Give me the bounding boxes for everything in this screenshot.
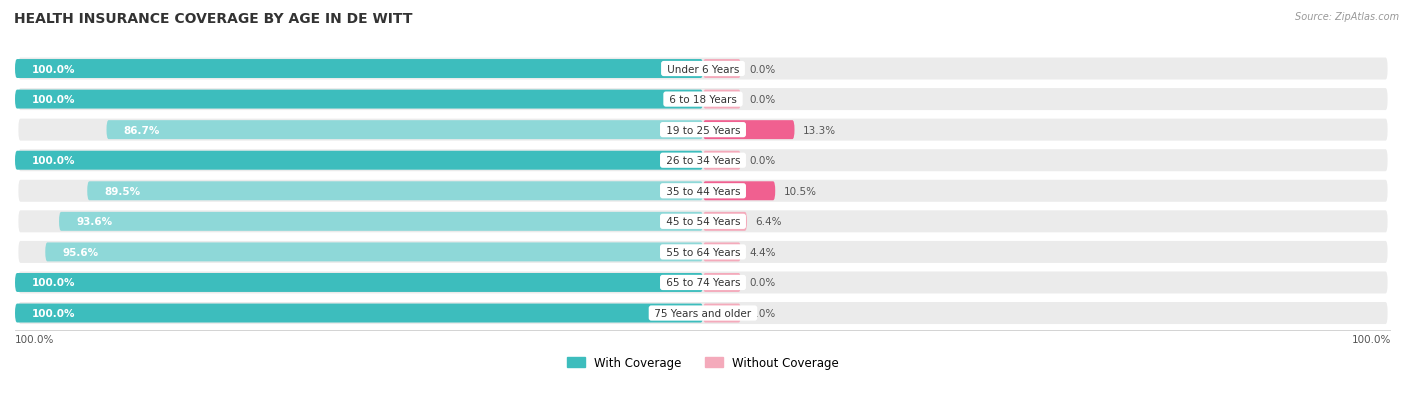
FancyBboxPatch shape: [15, 90, 703, 109]
Text: 0.0%: 0.0%: [749, 278, 775, 288]
FancyBboxPatch shape: [45, 243, 703, 262]
FancyBboxPatch shape: [18, 89, 1388, 111]
Text: 93.6%: 93.6%: [76, 217, 112, 227]
Text: 0.0%: 0.0%: [749, 156, 775, 166]
FancyBboxPatch shape: [703, 243, 741, 262]
Text: 55 to 64 Years: 55 to 64 Years: [662, 247, 744, 257]
FancyBboxPatch shape: [18, 58, 1388, 80]
Text: 100.0%: 100.0%: [32, 64, 76, 74]
FancyBboxPatch shape: [18, 211, 1388, 233]
Text: 86.7%: 86.7%: [124, 125, 160, 135]
FancyBboxPatch shape: [703, 273, 741, 292]
Text: 0.0%: 0.0%: [749, 95, 775, 105]
FancyBboxPatch shape: [18, 180, 1388, 202]
FancyBboxPatch shape: [15, 273, 703, 292]
Text: 100.0%: 100.0%: [32, 308, 76, 318]
Text: 100.0%: 100.0%: [32, 278, 76, 288]
FancyBboxPatch shape: [87, 182, 703, 201]
Text: 26 to 34 Years: 26 to 34 Years: [662, 156, 744, 166]
Text: 6.4%: 6.4%: [755, 217, 782, 227]
Text: 95.6%: 95.6%: [62, 247, 98, 257]
FancyBboxPatch shape: [703, 304, 741, 323]
Text: 19 to 25 Years: 19 to 25 Years: [662, 125, 744, 135]
Text: Source: ZipAtlas.com: Source: ZipAtlas.com: [1295, 12, 1399, 22]
FancyBboxPatch shape: [703, 60, 741, 79]
FancyBboxPatch shape: [15, 60, 703, 79]
Text: HEALTH INSURANCE COVERAGE BY AGE IN DE WITT: HEALTH INSURANCE COVERAGE BY AGE IN DE W…: [14, 12, 412, 26]
Text: 100.0%: 100.0%: [15, 335, 55, 344]
Text: 13.3%: 13.3%: [803, 125, 837, 135]
Text: 0.0%: 0.0%: [749, 308, 775, 318]
FancyBboxPatch shape: [107, 121, 703, 140]
Text: 100.0%: 100.0%: [1351, 335, 1391, 344]
FancyBboxPatch shape: [18, 272, 1388, 294]
Text: 4.4%: 4.4%: [749, 247, 776, 257]
FancyBboxPatch shape: [18, 302, 1388, 324]
FancyBboxPatch shape: [703, 212, 747, 231]
Legend: With Coverage, Without Coverage: With Coverage, Without Coverage: [567, 356, 839, 369]
FancyBboxPatch shape: [18, 150, 1388, 172]
Text: 65 to 74 Years: 65 to 74 Years: [662, 278, 744, 288]
FancyBboxPatch shape: [703, 152, 741, 170]
FancyBboxPatch shape: [18, 119, 1388, 141]
Text: 0.0%: 0.0%: [749, 64, 775, 74]
Text: 6 to 18 Years: 6 to 18 Years: [666, 95, 740, 105]
Text: 45 to 54 Years: 45 to 54 Years: [662, 217, 744, 227]
Text: 35 to 44 Years: 35 to 44 Years: [662, 186, 744, 196]
Text: 10.5%: 10.5%: [783, 186, 817, 196]
Text: 100.0%: 100.0%: [32, 156, 76, 166]
FancyBboxPatch shape: [703, 182, 775, 201]
FancyBboxPatch shape: [703, 121, 794, 140]
FancyBboxPatch shape: [703, 90, 741, 109]
FancyBboxPatch shape: [15, 304, 703, 323]
FancyBboxPatch shape: [59, 212, 703, 231]
Text: 75 Years and older: 75 Years and older: [651, 308, 755, 318]
Text: 100.0%: 100.0%: [32, 95, 76, 105]
FancyBboxPatch shape: [15, 152, 703, 170]
Text: Under 6 Years: Under 6 Years: [664, 64, 742, 74]
FancyBboxPatch shape: [18, 241, 1388, 263]
Text: 89.5%: 89.5%: [104, 186, 141, 196]
